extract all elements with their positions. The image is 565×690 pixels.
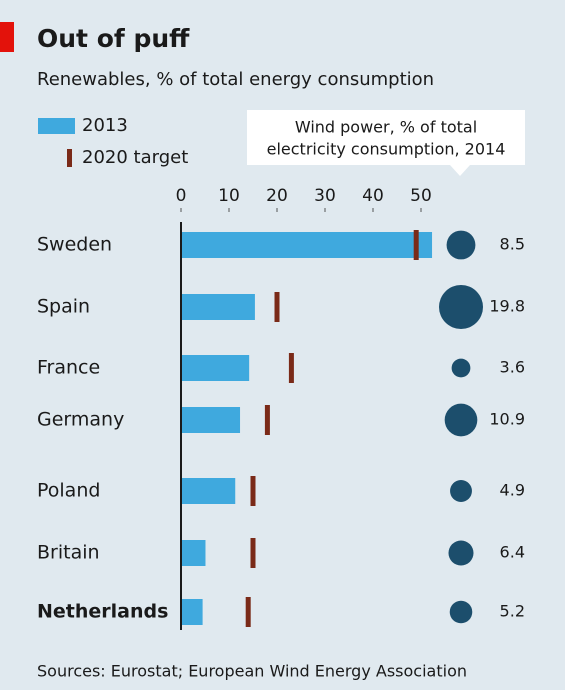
x-tick-label: 50: [410, 186, 432, 206]
bubble: [446, 230, 476, 260]
bubble-label: 5.2: [500, 602, 525, 621]
bubble: [450, 480, 472, 502]
legend-label: 2020 target: [82, 147, 188, 168]
bubble-label: 4.9: [500, 481, 525, 500]
bubble: [449, 600, 473, 624]
category-label: Sweden: [37, 234, 112, 256]
bubble: [444, 403, 478, 437]
bar: [181, 540, 206, 566]
target-marker: [250, 538, 256, 568]
x-tick-label: 10: [218, 186, 240, 206]
target-marker: [288, 353, 294, 383]
bubble-label: 6.4: [500, 543, 525, 562]
target-marker: [274, 292, 280, 322]
bubble-label: 8.5: [500, 235, 525, 254]
category-label: Britain: [37, 542, 100, 564]
category-label: France: [37, 357, 100, 379]
category-label: Netherlands: [37, 601, 168, 623]
chart-title: Out of puff: [37, 24, 190, 53]
bubble: [439, 285, 483, 329]
callout-title: electricity consumption, 2014: [267, 140, 506, 159]
bar: [181, 478, 236, 504]
callout-title: Wind power, % of total: [295, 118, 477, 137]
bar: [181, 232, 433, 258]
accent: [0, 22, 14, 52]
bar: [181, 407, 241, 433]
bubble-label: 3.6: [500, 358, 525, 377]
bar: [181, 599, 203, 625]
target-marker: [245, 597, 251, 627]
source: Sources: Eurostat; European Wind Energy …: [37, 662, 467, 681]
category-label: Spain: [37, 296, 90, 318]
target-marker: [250, 476, 256, 506]
bubble-label: 10.9: [489, 410, 525, 429]
callout-box: [247, 110, 525, 176]
category-label: Poland: [37, 480, 100, 502]
target-marker: [413, 230, 419, 260]
legend-marker: [67, 149, 72, 167]
bar: [181, 294, 255, 320]
category-label: Germany: [37, 409, 124, 431]
bubble: [451, 358, 471, 378]
target-marker: [264, 405, 270, 435]
x-tick-label: 20: [266, 186, 288, 206]
bar: [181, 355, 250, 381]
chart-subtitle: Renewables, % of total energy consumptio…: [37, 69, 434, 90]
x-tick-label: 30: [314, 186, 336, 206]
legend-label: 2013: [82, 115, 128, 136]
legend-swatch: [38, 118, 75, 134]
bubble: [448, 540, 474, 566]
x-tick-label: 40: [362, 186, 384, 206]
x-tick-label: 0: [176, 186, 187, 206]
bubble-label: 19.8: [489, 297, 525, 316]
